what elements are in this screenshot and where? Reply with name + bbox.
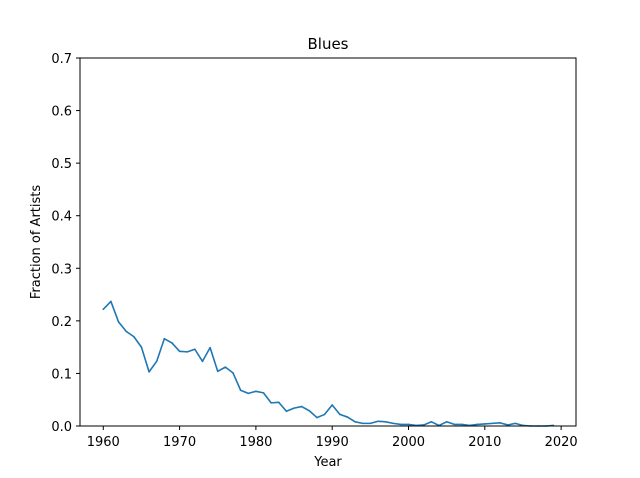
x-tick-label: 1980 [239, 435, 272, 450]
plot-area [102, 300, 555, 427]
data-point [232, 372, 234, 374]
x-tick-label: 2010 [468, 435, 501, 450]
data-point [224, 366, 227, 368]
y-axis-label: Fraction of Artists [29, 185, 44, 300]
x-tick-label: 2020 [545, 435, 578, 450]
y-tick-label: 0.7 [51, 52, 72, 67]
data-point [422, 424, 425, 426]
y-tick-label: 0.4 [51, 210, 72, 225]
data-point [285, 410, 288, 413]
data-point [400, 423, 402, 426]
data-point [369, 422, 372, 425]
data-point [102, 308, 105, 311]
data-point [163, 337, 166, 340]
x-axis: 1960 1970 1980 1990 2000 2010 2020 [87, 426, 578, 450]
data-point [194, 348, 196, 351]
data-point [201, 360, 204, 363]
y-tick-label: 0.1 [51, 367, 72, 382]
data-point [430, 420, 433, 423]
data-point [216, 370, 219, 373]
data-point [499, 422, 501, 424]
data-point [171, 342, 173, 344]
data-point [316, 416, 318, 419]
chart-title: Blues [307, 35, 348, 53]
data-point [308, 409, 311, 412]
y-tick-label: 0.5 [51, 157, 72, 172]
data-point [392, 422, 395, 425]
x-axis-label: Year [313, 455, 342, 470]
data-point [110, 300, 112, 303]
data-point [277, 401, 280, 404]
data-point [514, 422, 517, 425]
data-point [117, 321, 120, 323]
y-tick-label: 0.3 [51, 262, 72, 277]
series-line-0 [102, 300, 554, 427]
data-point [339, 413, 341, 416]
data-point [155, 360, 158, 363]
data-point [377, 420, 379, 423]
x-tick-label: 1970 [163, 435, 196, 450]
data-point [445, 420, 448, 423]
data-point [491, 422, 494, 425]
data-point [209, 346, 211, 349]
data-point [270, 402, 272, 404]
data-point [140, 346, 143, 348]
data-point [506, 424, 509, 426]
y-tick-label: 0.2 [51, 315, 72, 330]
data-point [293, 407, 295, 409]
y-tick-label: 0.6 [51, 105, 72, 120]
data-point [346, 416, 349, 418]
data-point [178, 350, 181, 353]
data-point [361, 422, 364, 425]
y-axis: 0.0 0.1 0.2 0.3 0.4 0.5 0.6 0.7 [51, 52, 80, 435]
data-point [239, 389, 242, 392]
data-point [476, 423, 478, 426]
data-point [133, 335, 135, 338]
data-point [247, 392, 250, 395]
data-point [384, 420, 387, 423]
x-tick-label: 2000 [392, 435, 425, 450]
data-point [453, 423, 456, 426]
data-point [186, 351, 189, 353]
plot-frame [79, 57, 577, 427]
data-point [262, 392, 265, 394]
data-point [125, 330, 127, 333]
data-point [484, 423, 486, 425]
data-point [461, 423, 463, 426]
x-tick-label: 1990 [316, 435, 349, 450]
y-tick-label: 0.0 [51, 420, 72, 435]
data-point [354, 420, 356, 423]
data-point [255, 390, 257, 393]
data-point [331, 404, 334, 406]
data-point [323, 413, 326, 416]
data-point [148, 371, 150, 373]
data-point [407, 423, 410, 426]
x-tick-label: 1960 [87, 435, 120, 450]
data-point [300, 405, 303, 408]
